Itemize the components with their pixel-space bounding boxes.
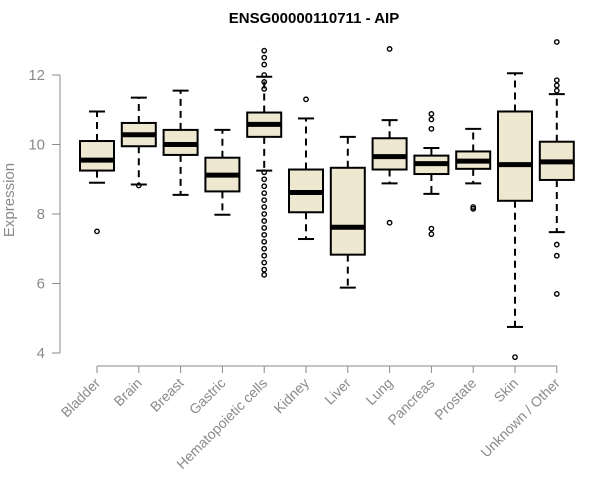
x-tick-label: Breast — [147, 375, 187, 415]
y-tick-label: 8 — [37, 206, 45, 223]
outlier-point — [135, 182, 142, 189]
outlier-point — [261, 197, 268, 204]
outlier-point — [261, 79, 268, 85]
iqr-box — [371, 137, 408, 171]
outlier-point — [261, 176, 268, 183]
box-lung — [371, 46, 408, 226]
outlier-point — [261, 204, 268, 210]
outlier-point — [261, 218, 268, 224]
outlier-point — [428, 231, 435, 238]
y-tick-label: 10 — [28, 137, 45, 154]
x-tick-label: Skin — [491, 375, 522, 406]
chart-title: ENSG00000110711 - AIP — [229, 10, 399, 27]
box-pancreas — [413, 111, 450, 238]
outlier-point — [428, 225, 435, 232]
outlier-point — [261, 169, 268, 176]
outlier-point — [261, 266, 268, 273]
outlier-point — [553, 39, 560, 45]
box-skin — [497, 72, 533, 361]
x-tick-label: Prostate — [431, 375, 479, 423]
outlier-point — [94, 228, 100, 235]
box-bladder — [79, 110, 115, 235]
outlier-point — [261, 271, 268, 278]
outlier-point — [386, 219, 393, 226]
y-tick-label: 4 — [37, 345, 45, 362]
x-tick-label: Brain — [110, 375, 144, 409]
y-ticks: 4 6 8 10 12 — [28, 67, 60, 362]
outlier-point — [261, 211, 268, 217]
x-tick-label: Bladder — [58, 375, 104, 421]
box-kidney — [288, 96, 324, 241]
outlier-point — [553, 82, 560, 89]
outlier-point — [428, 125, 435, 132]
outlier-point — [428, 111, 435, 117]
box-prostate — [455, 127, 492, 212]
outlier-point — [261, 245, 268, 252]
y-tick-label: 6 — [37, 276, 45, 293]
box-brain — [120, 96, 157, 189]
outlier-point — [470, 205, 477, 212]
iqr-box — [79, 140, 115, 172]
outlier-point — [553, 77, 560, 84]
outlier-point — [261, 47, 268, 54]
x-tick-label: Lung — [362, 375, 395, 408]
iqr-box — [329, 166, 366, 256]
y-axis-label: Expression — [1, 163, 18, 237]
outlier-point — [553, 252, 560, 259]
outlier-point — [261, 231, 268, 238]
box-unknown-other — [538, 39, 575, 297]
outlier-point — [386, 46, 393, 52]
y-tick-label: 12 — [28, 67, 45, 84]
outlier-point — [261, 238, 268, 245]
x-tick-label: Liver — [321, 375, 354, 408]
outlier-point — [261, 86, 268, 92]
boxes — [79, 39, 575, 361]
box-gastric — [204, 128, 241, 216]
outlier-point — [512, 354, 518, 361]
outlier-point — [261, 259, 268, 266]
outlier-point — [553, 87, 560, 94]
outlier-point — [553, 291, 560, 297]
box-hematopoietic-cells — [246, 47, 283, 278]
outlier-point — [553, 241, 560, 248]
outlier-point — [261, 252, 268, 259]
outlier-point — [261, 54, 268, 61]
box-breast — [162, 89, 199, 196]
outlier-point — [261, 183, 268, 190]
x-tick-label: Kidney — [271, 375, 313, 417]
x-tick-label: Unknown / Other — [477, 375, 563, 461]
outlier-point — [303, 96, 309, 103]
outlier-point — [261, 72, 268, 78]
iqr-box — [497, 110, 533, 202]
outlier-point — [261, 224, 268, 231]
box-liver — [329, 135, 366, 289]
outlier-point — [261, 61, 268, 68]
outlier-point — [261, 190, 268, 197]
outlier-point — [428, 116, 435, 123]
